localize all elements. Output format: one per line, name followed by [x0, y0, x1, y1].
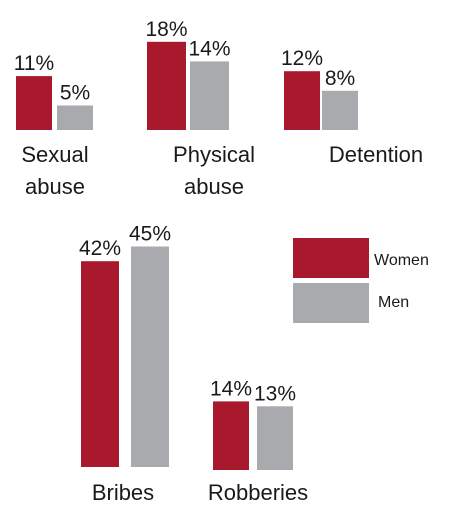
bars-layer [16, 41, 358, 470]
legend-label-women: Women [374, 252, 429, 269]
bar-sexual-abuse-men [57, 105, 93, 130]
category-label-physical-abuse-line-1: Physical [173, 142, 255, 167]
value-labels-layer: 11%5%18%14% 12%8%42%45%14% 13% [14, 18, 355, 405]
bar-sexual-abuse-women [16, 76, 52, 130]
bar-detention-women [284, 71, 320, 130]
category-label-robberies: Robberies [208, 480, 308, 505]
value-label-physical-abuse-men: 14% [188, 37, 230, 60]
value-label-detention-men: 8% [325, 67, 355, 90]
category-label-detention: Detention [329, 142, 423, 167]
bar-robberies-men [257, 406, 293, 470]
legend-label-men: Men [378, 294, 409, 311]
category-label-physical-abuse-line-2: abuse [184, 174, 244, 199]
category-label-sexual-abuse-line-2: abuse [25, 174, 85, 199]
bar-physical-abuse-men [190, 61, 229, 130]
category-labels-layer: Sexual abuse Physical abuse Detention Bribes R… [21, 142, 423, 505]
value-label-sexual-abuse-men: 5% [60, 82, 90, 105]
value-label-bribes-women: 42% [79, 237, 121, 260]
bar-robberies-women [213, 401, 249, 470]
value-label-robberies-men: 13% [254, 382, 296, 405]
bar-bribes-men [131, 246, 169, 467]
value-label-sexual-abuse-women: 11% [14, 52, 54, 75]
category-label-sexual-abuse-line-1: Sexual [21, 142, 88, 167]
bar-detention-men [322, 90, 358, 130]
value-label-bribes-men: 45% [129, 223, 171, 246]
legend-swatch-women [293, 238, 369, 278]
legend-swatch-men [293, 283, 369, 323]
legend: Women Men [293, 238, 429, 323]
bar-physical-abuse-women [147, 41, 186, 130]
value-label-robberies-women: 14% [210, 377, 252, 400]
category-label-bribes: Bribes [92, 480, 154, 505]
value-label-detention-women: 12% [281, 47, 323, 70]
bar-bribes-women [81, 261, 119, 467]
value-label-physical-abuse-women: 18% [145, 18, 187, 41]
